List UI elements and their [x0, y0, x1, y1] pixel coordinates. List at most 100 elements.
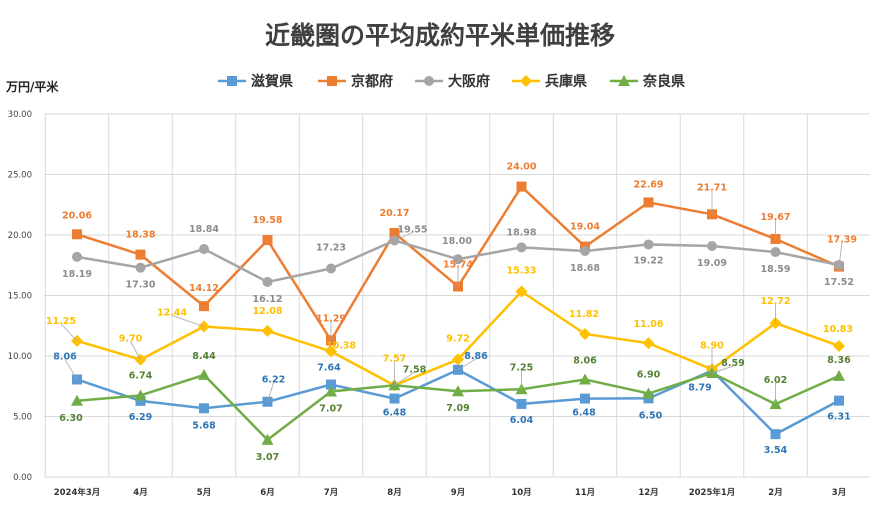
x-tick-label: 12月 [638, 488, 658, 498]
data-label: 6.31 [827, 412, 850, 423]
legend-label: 兵庫県 [545, 73, 587, 90]
legend-swatch-marker [618, 75, 630, 86]
data-point [72, 229, 82, 240]
y-axis-label: 万円/平米 [5, 79, 59, 94]
data-point [643, 197, 654, 208]
legend-label: 滋賀県 [251, 73, 293, 90]
y-tick-label: 0.00 [13, 473, 32, 483]
data-label: 22.69 [633, 179, 663, 190]
x-tick-label: 2月 [768, 488, 782, 498]
data-labels-group: 8.06 6.29 5.68 6.22 7.64 6.48 8.86 6.04 6.48 6.50… [46, 162, 857, 463]
data-label: 10.38 [326, 340, 356, 351]
data-label: 8.86 [464, 351, 488, 362]
data-label: 8.44 [192, 351, 216, 362]
x-tick-label: 9月 [451, 488, 465, 498]
data-point [389, 227, 400, 238]
data-point [833, 339, 845, 352]
data-label: 11.25 [46, 316, 76, 327]
data-point [642, 337, 655, 350]
data-point [642, 387, 655, 399]
legend-item: 大阪府 [415, 73, 490, 90]
data-label: 9.70 [119, 334, 143, 345]
data-point [770, 429, 781, 440]
data-label: 18.19 [62, 269, 92, 280]
data-label: 18.98 [506, 227, 536, 238]
data-label: 11.06 [633, 319, 663, 330]
legend-label: 大阪府 [448, 73, 490, 90]
data-point [516, 398, 527, 409]
legend-label: 奈良県 [642, 73, 685, 90]
data-label: 7.25 [510, 362, 533, 373]
x-axis-ticks: 2024年3月 4月 5月 6月 7月 8月 9月 10月 11月 12月 2025年1月 2月 3月 [54, 487, 847, 498]
x-tick-label: 6月 [260, 488, 274, 498]
data-label: 18.00 [442, 236, 472, 247]
series [72, 364, 844, 440]
data-label: 6.04 [510, 415, 534, 426]
data-label: 8.36 [827, 355, 851, 366]
data-label: 17.52 [824, 277, 854, 288]
data-label: 19.67 [760, 212, 790, 223]
data-label: 8.90 [700, 340, 724, 351]
data-label: 19.04 [570, 222, 600, 233]
data-point [389, 393, 400, 404]
x-tick-label: 4月 [133, 488, 147, 498]
data-point [135, 395, 146, 406]
legend-item: 奈良県 [610, 73, 685, 90]
data-point [580, 393, 590, 404]
data-label: 9.72 [446, 333, 469, 344]
data-point [834, 395, 844, 406]
legend-item: 滋賀県 [218, 73, 293, 90]
data-point [706, 367, 718, 379]
data-label: 3.07 [256, 452, 279, 463]
data-label: 6.50 [639, 410, 663, 421]
data-label: 5.68 [192, 420, 216, 431]
data-label: 18.59 [760, 264, 790, 275]
data-label: 15.33 [506, 266, 536, 277]
leader-line [394, 371, 415, 386]
data-point [453, 254, 463, 265]
data-label: 7.09 [446, 403, 469, 414]
data-point [198, 368, 210, 380]
legend-item: 兵庫県 [512, 73, 587, 90]
data-point [770, 247, 781, 258]
data-label: 8.59 [721, 358, 744, 369]
x-tick-label: 5月 [197, 488, 211, 498]
label-leader-lines [60, 190, 843, 405]
data-label: 6.74 [129, 370, 153, 381]
data-label: 6.90 [637, 370, 661, 381]
legend: 滋賀県 京都府 大阪府 兵庫県 奈良県 [218, 73, 685, 90]
data-label: 8.79 [688, 383, 711, 394]
data-label: 6.48 [383, 408, 407, 419]
leader-line [267, 382, 274, 402]
data-point [833, 369, 845, 381]
data-point [579, 327, 591, 340]
data-point [516, 242, 527, 253]
y-axis-ticks: 0.00 5.00 10.00 15.00 20.00 25.00 30.00 [8, 110, 32, 483]
x-tick-label: 11月 [575, 488, 595, 498]
data-point [643, 239, 654, 250]
x-tick-label: 3月 [832, 488, 846, 498]
data-label: 18.84 [189, 224, 219, 235]
chart-title: 近畿圏の平均成約平米単価推移 [265, 21, 615, 50]
data-label: 19.55 [397, 224, 427, 235]
data-point [516, 181, 527, 192]
data-label: 3.54 [764, 445, 788, 456]
leader-line [60, 323, 78, 342]
data-point [261, 324, 274, 337]
data-label: 12.08 [252, 306, 282, 317]
data-point [199, 301, 209, 312]
data-label: 21.71 [697, 182, 727, 193]
data-label: 15.74 [443, 260, 473, 271]
data-point [452, 353, 464, 366]
series [72, 235, 844, 287]
data-point [199, 244, 209, 255]
data-point [135, 249, 146, 260]
y-tick-label: 25.00 [8, 171, 32, 181]
data-label: 20.17 [379, 208, 409, 219]
data-point [326, 379, 336, 390]
data-label: 7.64 [317, 363, 341, 374]
leader-line [130, 341, 141, 360]
leader-line [838, 242, 843, 267]
data-label: 17.23 [316, 243, 346, 254]
